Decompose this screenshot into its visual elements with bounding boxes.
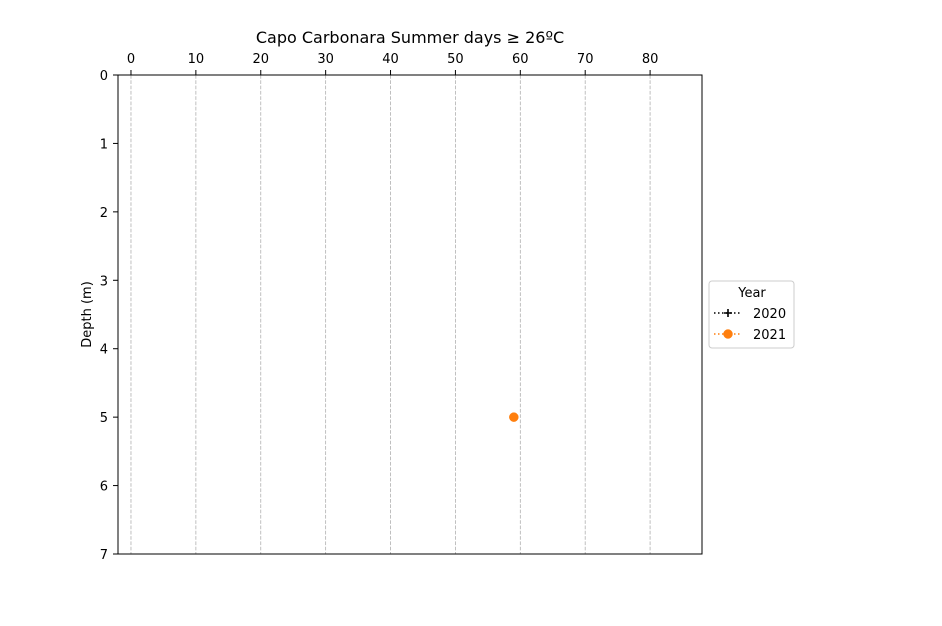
legend-marker-2021 <box>723 329 733 339</box>
y-tick-label: 7 <box>100 548 108 563</box>
legend-entries: 2020 2021 <box>714 307 786 343</box>
y-axis-label: Depth (m) <box>80 281 95 348</box>
legend-title: Year <box>737 286 766 301</box>
plot-frame <box>117 74 703 555</box>
legend-marker-2020 <box>724 309 732 317</box>
y-tick-label: 5 <box>100 411 108 426</box>
x-tick-label: 20 <box>252 52 269 67</box>
y-tick-label: 2 <box>100 206 108 221</box>
x-axis-ticks: 0 10 20 30 40 50 60 70 80 <box>127 52 659 75</box>
x-tick-label: 10 <box>188 52 205 67</box>
legend-label-2021: 2021 <box>753 328 786 343</box>
grid <box>130 75 651 554</box>
x-tick-label: 40 <box>382 52 399 67</box>
x-tick-label: 70 <box>577 52 594 67</box>
x-tick-label: 30 <box>317 52 334 67</box>
x-tick-label: 80 <box>642 52 659 67</box>
x-tick-label: 50 <box>447 52 464 67</box>
y-tick-label: 1 <box>100 137 108 152</box>
legend: Year 2020 2021 <box>708 280 795 349</box>
chart-title: Capo Carbonara Summer days ≥ 26ºC <box>256 28 564 47</box>
data-point-2021 <box>509 412 519 422</box>
y-tick-label: 6 <box>100 480 108 495</box>
y-tick-label: 0 <box>100 69 108 84</box>
data-layer <box>509 412 519 422</box>
x-tick-label: 0 <box>127 52 135 67</box>
y-tick-label: 4 <box>100 343 108 358</box>
x-tick-label: 60 <box>512 52 529 67</box>
y-tick-label: 3 <box>100 274 108 289</box>
legend-label-2020: 2020 <box>753 307 786 322</box>
y-axis-ticks: 0 1 2 3 4 5 6 7 <box>100 69 118 563</box>
